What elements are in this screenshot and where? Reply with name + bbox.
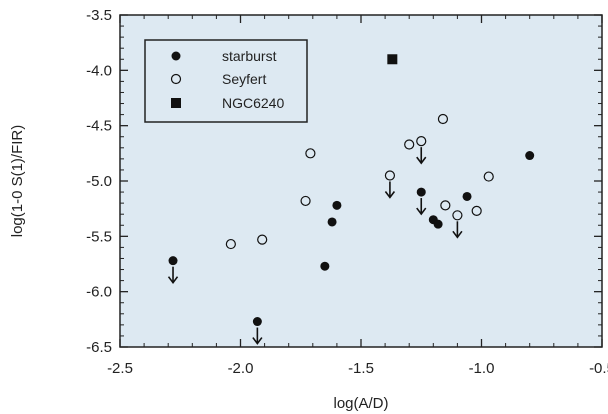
data-point-seyfert — [483, 171, 494, 182]
upper-limit-arrowhead — [167, 276, 179, 285]
legend-label-starburst: starburst — [222, 48, 277, 64]
data-point-seyfert — [225, 238, 236, 250]
legend-label-seyfert: Seyfert — [222, 71, 266, 87]
x-axis-ticks — [119, 15, 603, 347]
data-point-starburst — [327, 217, 337, 227]
y-tick-label: -4.5 — [86, 118, 112, 135]
x-tick-label: -2.0 — [228, 360, 254, 377]
y-axis-title: log(1-0 S(1)/FIR) — [9, 125, 26, 238]
data-point-seyfert — [416, 136, 427, 147]
upper-limit-arrowhead — [252, 337, 263, 345]
x-axis-tick-labels: -2.5 -2.0 -1.5 -1.0 -0.5 — [107, 360, 608, 377]
legend-marker-seyfert — [170, 73, 182, 85]
y-axis-ticks — [120, 14, 602, 348]
data-point-starburst — [416, 187, 426, 197]
legend: starburst Seyfert NGC6240 — [144, 39, 308, 123]
data-point-starburst — [168, 256, 178, 266]
upper-limit-arrowhead — [416, 207, 427, 216]
y-tick-label: -6.0 — [86, 284, 112, 301]
data-point-ngc6240 — [387, 54, 398, 65]
y-tick-label: -4.0 — [86, 62, 112, 79]
x-tick-label: -0.5 — [589, 360, 608, 377]
data-point-seyfert — [437, 113, 449, 125]
data-point-seyfert — [257, 234, 268, 245]
data-point-starburst — [462, 191, 472, 201]
data-point-seyfert — [404, 139, 415, 150]
data-point-seyfert — [305, 148, 316, 159]
data-point-starburst — [252, 317, 262, 327]
data-point-starburst — [320, 261, 330, 271]
y-tick-label: -6.5 — [86, 339, 112, 356]
data-point-seyfert — [452, 210, 463, 221]
x-tick-label: -2.5 — [107, 360, 133, 377]
data-point-starburst — [433, 219, 443, 229]
upper-limit-arrowhead — [452, 230, 463, 239]
upper-limit-arrowhead — [416, 156, 427, 165]
upper-limit-arrowhead — [384, 190, 396, 199]
y-tick-label: -5.0 — [86, 173, 112, 190]
data-point-seyfert — [384, 170, 396, 181]
y-axis-tick-labels: -6.5 -6.0 -5.5 -5.0 -4.5 -4.0 -3.5 — [86, 7, 112, 356]
data-point-starburst — [525, 151, 535, 161]
x-axis-title: log(A/D) — [333, 395, 388, 412]
legend-marker-ngc6240 — [171, 98, 181, 108]
legend-marker-starburst — [171, 51, 181, 61]
y-tick-label: -5.5 — [86, 228, 112, 245]
data-point-seyfert — [471, 205, 482, 216]
data-point-starburst — [332, 200, 342, 210]
x-tick-label: -1.0 — [469, 360, 495, 377]
x-tick-label: -1.5 — [348, 360, 374, 377]
y-tick-label: -3.5 — [86, 7, 112, 24]
legend-label-ngc6240: NGC6240 — [222, 95, 284, 111]
data-point-seyfert — [300, 195, 311, 207]
data-point-seyfert — [440, 200, 451, 211]
data-points — [167, 54, 535, 345]
